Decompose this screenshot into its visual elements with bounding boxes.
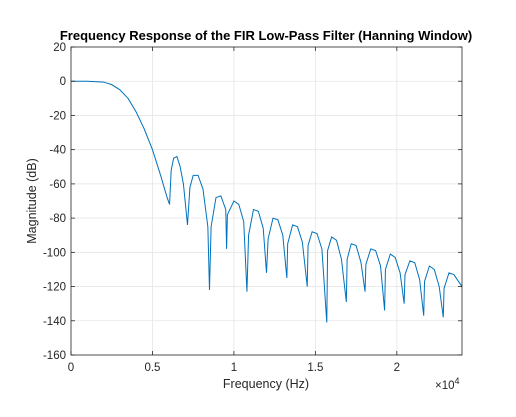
axis-ticks bbox=[70, 46, 462, 356]
axes-box bbox=[70, 46, 463, 356]
y-tick-label: -160 bbox=[43, 350, 66, 362]
tick-labels: 0 0.5 1 1.5 2 20 0 -20 -40 -60 -80 -100 -120 -140 -160 bbox=[43, 42, 400, 374]
x-axis-label: Frequency (Hz) bbox=[223, 377, 309, 391]
y-tick-label: -120 bbox=[43, 282, 66, 294]
y-tick-label: -100 bbox=[43, 247, 66, 259]
y-tick-label: 0 bbox=[60, 76, 66, 88]
x-tick-label: 1.5 bbox=[307, 362, 323, 374]
chart-title: Frequency Response of the FIR Low-Pass F… bbox=[60, 28, 472, 43]
x-tick-label: 0 bbox=[68, 362, 74, 374]
x-tick-label: 0.5 bbox=[144, 362, 160, 374]
x-axis-exponent: ×104 bbox=[435, 376, 460, 392]
y-tick-label: -60 bbox=[49, 179, 66, 191]
x-axis-exponent-base: ×10 bbox=[435, 380, 455, 392]
y-tick-label: -40 bbox=[49, 145, 66, 157]
y-tick-label: -20 bbox=[49, 110, 66, 122]
y-tick-label: -140 bbox=[43, 316, 66, 328]
y-axis-label: Magnitude (dB) bbox=[25, 158, 39, 243]
series-line-magnitude bbox=[71, 80, 462, 323]
x-tick-label: 2 bbox=[394, 362, 400, 374]
y-tick-label: -80 bbox=[49, 213, 66, 225]
x-axis-exponent-power: 4 bbox=[455, 376, 460, 386]
plot-area bbox=[71, 47, 462, 355]
y-tick-label: 20 bbox=[53, 42, 66, 54]
x-tick-label: 1 bbox=[231, 362, 237, 374]
